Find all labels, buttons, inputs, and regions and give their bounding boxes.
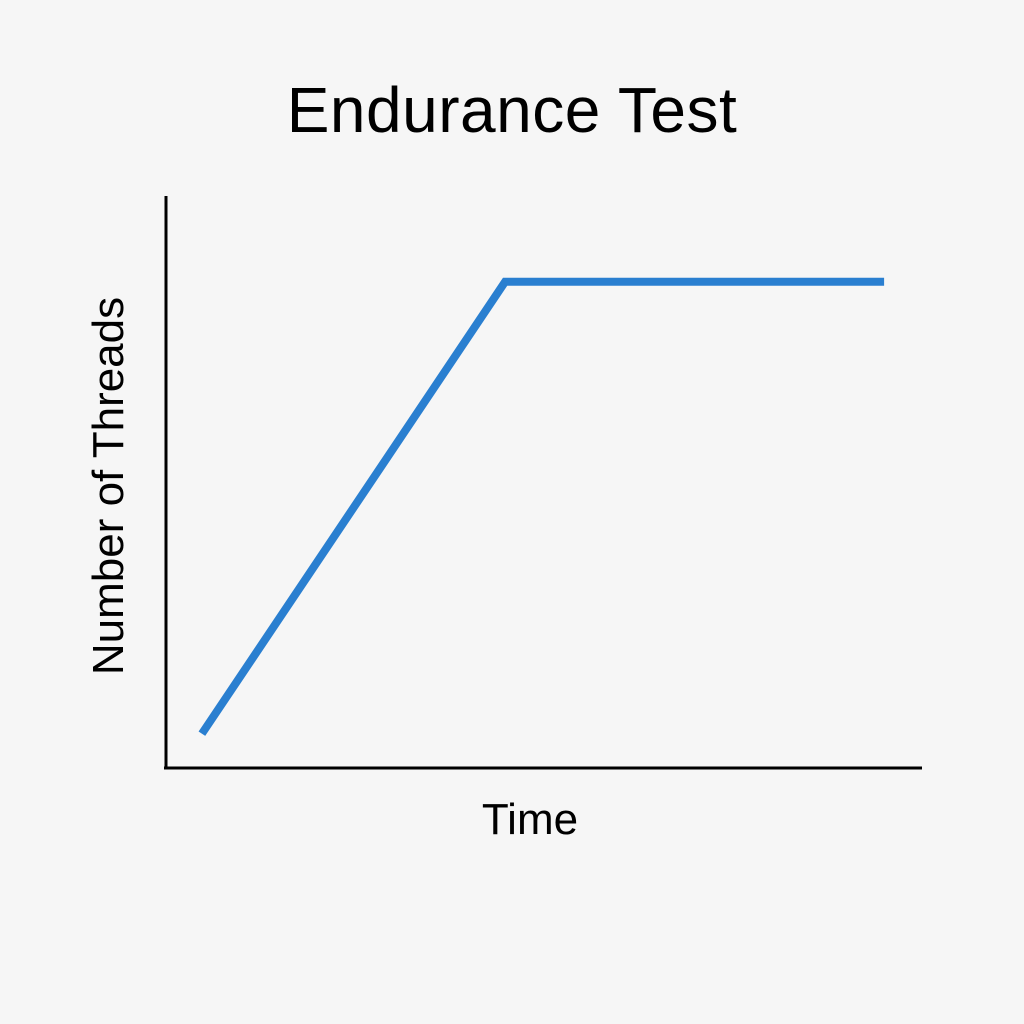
y-axis-label: Number of Threads (84, 297, 133, 675)
x-axis-label: Time (482, 795, 578, 844)
chart-title: Endurance Test (286, 74, 738, 146)
series-layer (198, 277, 885, 736)
series-line-0 (198, 277, 885, 736)
